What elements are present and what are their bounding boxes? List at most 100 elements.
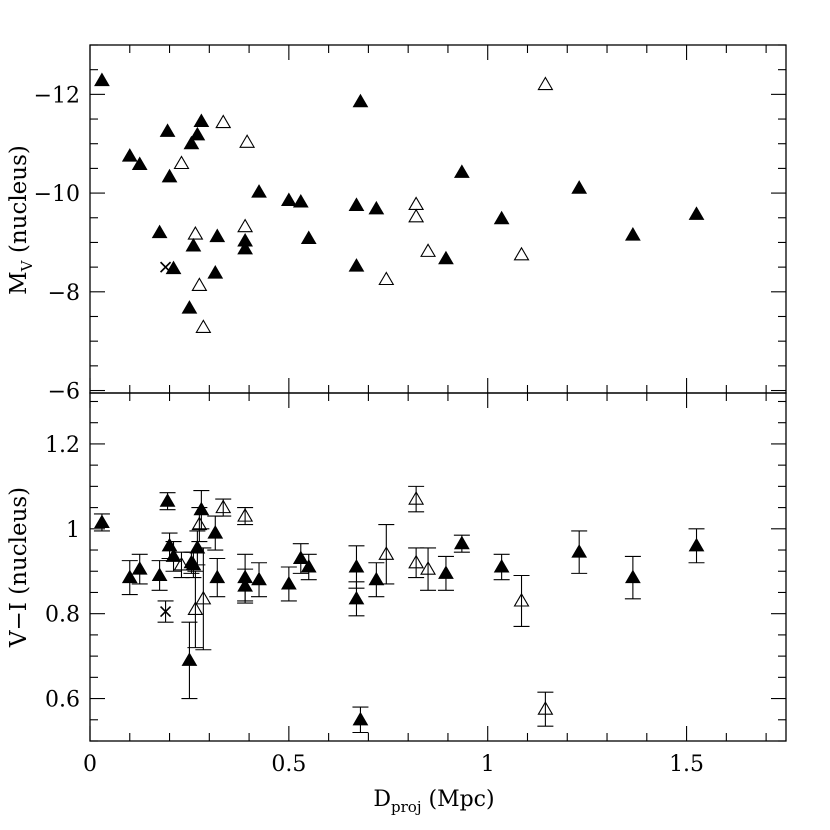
bottom-point-filled-triangle [181,652,198,666]
top-point-open-triangle [191,277,208,291]
error-bar [420,547,437,591]
bottom-y-tick-labels: 0.6 0.8 1 1.2 [45,433,80,713]
bottom-point-filled-triangle [94,514,110,528]
bottom-point-filled-triangle [159,493,176,507]
x-label-main: D [373,787,391,812]
bottom-point-open-triangle [195,590,212,605]
top-panel-markers [94,72,705,333]
top-point-filled-triangle [159,123,176,137]
bottom-point-open-triangle [513,592,530,607]
top-point-open-triangle [239,134,256,148]
top-point-filled-triangle [185,237,202,252]
top-point-filled-triangle [292,193,309,208]
top-point-filled-triangle [348,197,365,211]
bottom-panel-frame [89,392,787,742]
bottom-point-open-triangle [215,499,232,514]
top-y-label-rest: (nucleus) [6,145,32,260]
x-tick-label: 0 [83,752,97,777]
top-point-open-triangle [173,155,190,170]
error-bar [215,498,232,517]
bottom-point-open-triangle [237,507,254,522]
top-point-filled-triangle [571,180,588,194]
error-bar [237,507,254,526]
top-point-open-triangle [537,76,554,91]
bottom-y-tick-label: 1 [66,518,80,543]
top-panel-ticks [89,44,786,393]
bottom-point-open-triangle [408,554,425,569]
top-point-filled-triangle [237,240,253,255]
bottom-point-filled-triangle [368,571,385,586]
x-tick-labels: 0 0.5 1 1.5 [83,752,704,777]
bottom-point-open-triangle [537,701,554,715]
bottom-point-filled-triangle [193,501,210,516]
top-y-label-sub: V [18,259,36,272]
top-point-filled-triangle [300,230,317,245]
bottom-point-open-triangle [191,516,208,531]
bottom-point-filled-triangle [300,559,317,573]
bottom-point-filled-triangle [438,565,454,579]
top-point-open-triangle [408,208,425,223]
bottom-panel-markers [93,485,705,734]
top-y-tick-label: −8 [48,281,80,306]
top-point-open-triangle [420,243,437,257]
error-bar [173,551,190,579]
bottom-point-filled-triangle [348,590,365,605]
bottom-y-tick-label: 0.6 [45,688,80,713]
top-panel: −12 −10 −8 −6 MV (nucleus) [6,44,787,405]
top-point-filled-triangle [368,200,385,215]
bottom-point-filled-triangle [292,550,309,565]
bottom-point-filled-triangle [237,578,253,592]
bottom-point-filled-triangle [352,711,369,726]
bottom-point-filled-triangle [493,559,510,573]
top-point-open-triangle [215,114,232,129]
top-point-filled-triangle [131,156,148,170]
bottom-point-filled-triangle [571,544,588,558]
bottom-point-filled-triangle [251,571,267,586]
x-tick-label: 1 [481,752,495,777]
error-bar [187,570,204,649]
x-label-sub: proj [391,798,421,816]
bottom-point-filled-triangle [121,569,138,584]
top-point-filled-triangle [348,258,365,272]
top-y-tick-label: −6 [48,380,80,405]
bottom-point-filled-triangle [453,535,470,550]
top-point-open-triangle [237,218,254,233]
top-point-filled-triangle [121,148,138,162]
top-point-open-triangle [195,319,212,333]
top-point-filled-triangle [189,126,206,141]
bottom-y-axis-label: V−I (nucleus) [6,487,32,648]
bottom-point-filled-triangle [280,575,297,590]
top-point-filled-triangle [438,250,454,265]
bottom-point-cross [160,605,172,618]
top-y-axis-label: MV (nucleus) [6,145,36,295]
bottom-y-tick-label: 0.8 [45,603,80,628]
bottom-point-filled-triangle [131,561,148,575]
top-point-open-triangle [187,225,204,240]
top-point-filled-triangle [625,227,641,241]
error-bar [195,547,212,651]
x-label-rest: (Mpc) [422,787,495,812]
error-bar [537,691,554,727]
bottom-point-filled-triangle [348,559,365,573]
bottom-point-open-triangle [187,601,204,616]
top-point-filled-triangle [688,206,705,220]
bottom-y-tick-label: 1.2 [45,433,80,458]
x-axis-label: Dproj (Mpc) [373,787,494,816]
error-bar [513,574,530,627]
bottom-point-open-triangle [408,491,425,505]
top-y-tick-label: −10 [34,182,80,207]
bottom-point-open-triangle [173,556,190,571]
top-y-tick-label: −12 [34,83,80,108]
top-point-filled-triangle [453,164,470,178]
x-tick-label: 1.5 [669,752,704,777]
bottom-point-filled-triangle [625,569,641,584]
bottom-point-cross-stroke [160,605,172,618]
top-point-filled-triangle [161,168,178,183]
top-panel-frame [89,44,787,394]
bottom-point-open-triangle [378,546,395,560]
top-y-label-main: M [6,271,32,295]
top-point-filled-triangle [181,300,198,314]
bottom-point-filled-triangle [165,548,182,562]
top-point-filled-triangle [183,135,200,150]
